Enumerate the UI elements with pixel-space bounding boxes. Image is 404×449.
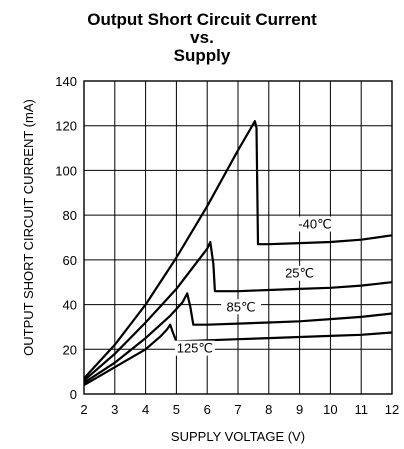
- y-tick-label: 20: [63, 342, 77, 357]
- series-label: 25℃: [285, 266, 314, 281]
- series-label: 125℃: [177, 341, 213, 356]
- y-tick-label: 40: [63, 298, 77, 313]
- y-tick-label: 100: [55, 163, 77, 178]
- x-tick-label: 4: [142, 402, 149, 417]
- x-tick-label: 7: [234, 402, 241, 417]
- y-tick-label: 120: [55, 119, 77, 134]
- y-tick-label: 140: [55, 74, 77, 89]
- series-label: 85℃: [227, 299, 256, 314]
- x-axis-label: SUPPLY VOLTAGE (V): [171, 429, 305, 444]
- series-label-bg: [295, 216, 335, 232]
- x-tick-label: 2: [80, 402, 87, 417]
- x-tick-label: 11: [354, 402, 368, 417]
- chart-title-line-2: vs.: [190, 28, 214, 47]
- y-tick-label: 0: [70, 387, 77, 402]
- x-tick-label: 9: [296, 402, 303, 417]
- x-tick-label: 3: [111, 402, 118, 417]
- x-tick-label: 6: [204, 402, 211, 417]
- x-tick-label: 5: [173, 402, 180, 417]
- series-label-bg: [221, 299, 262, 315]
- y-tick-label: 60: [63, 253, 77, 268]
- chart-title-line-3: Supply: [173, 46, 231, 65]
- grid: [83, 80, 393, 395]
- series-label: -40℃: [298, 217, 331, 232]
- series-line: [83, 240, 393, 382]
- chart-title-line-1: Output Short Circuit Current: [87, 10, 317, 29]
- x-tick-label: 10: [323, 402, 337, 417]
- x-tick-label: 8: [265, 402, 272, 417]
- series-labels: -40℃ 25℃ 85℃ 125℃: [174, 216, 335, 356]
- series-label-bg: [279, 265, 320, 281]
- y-tick-label: 80: [63, 208, 77, 223]
- series-line: [83, 120, 393, 380]
- x-tick-label: 12: [385, 402, 399, 417]
- y-axis-label: OUTPUT SHORT CIRCUIT CURRENT (mA): [21, 99, 36, 356]
- series-label-bg: [174, 340, 215, 356]
- series-line: [83, 292, 393, 384]
- plot-frame: [83, 80, 393, 395]
